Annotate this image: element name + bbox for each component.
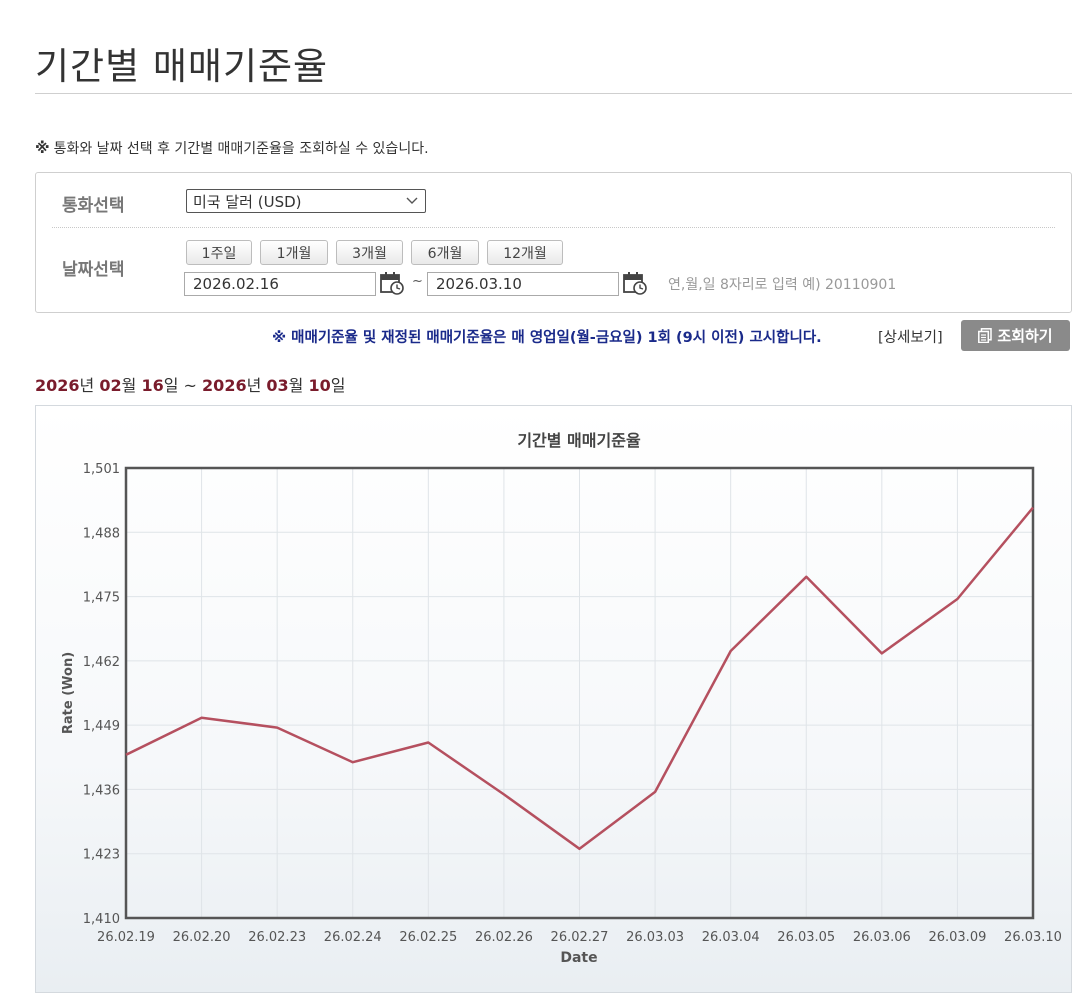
line-chart: 기간별 매매기준율 1,410 1,423 1,436 1,449 1,462 1,475… (61, 431, 1062, 966)
date-range-tilde: ~ (412, 274, 423, 289)
y-tick-label: 1,488 (83, 526, 120, 541)
range-month-unit: 월 (121, 376, 137, 395)
chevron-down-icon (406, 197, 418, 204)
announcement-text: ※ 매매기준율 및 재정된 매매기준율은 매 영업일(월-금요일) 1회 (9시… (272, 330, 822, 346)
x-tick-label: 26.03.03 (626, 930, 684, 945)
x-tick-label: 26.02.19 (97, 930, 155, 945)
y-tick-label: 1,475 (83, 591, 120, 606)
x-tick-label: 26.02.27 (551, 930, 609, 945)
period-12month-button[interactable]: 12개월 (487, 240, 563, 265)
calendar-icon[interactable] (379, 270, 405, 296)
title-divider (35, 93, 1072, 94)
x-tick-label: 26.02.24 (324, 930, 382, 945)
x-tick-label: 26.02.25 (399, 930, 457, 945)
y-tick-label: 1,423 (83, 848, 120, 863)
plot-frame (124, 466, 1035, 920)
x-tick-label: 26.02.23 (248, 930, 306, 945)
y-tick-label: 1,436 (83, 783, 120, 798)
range-start-year: 2026 (35, 376, 80, 395)
end-date-input[interactable]: 2026.03.10 (427, 272, 619, 296)
y-axis-label: Rate (Won) (61, 652, 76, 734)
y-tick-label: 1,501 (83, 462, 120, 477)
search-form: 통화선택 미국 달러 (USD) 날짜선택 1주일 1개월 3개월 6개월 12… (35, 172, 1072, 313)
date-format-hint: 연,월,일 8자리로 입력 예) 20110901 (668, 277, 897, 293)
range-month-unit: 월 (288, 376, 304, 395)
chart-container: 기간별 매매기준율 1,410 1,423 1,436 1,449 1,462 1,475… (35, 405, 1072, 993)
notice-text: ※ 통화와 날짜 선택 후 기간별 매매기준율을 조회하실 수 있습니다. (35, 138, 429, 158)
page-title: 기간별 매매기준율 (35, 45, 329, 88)
y-axis-ticks: 1,410 1,423 1,436 1,449 1,462 1,475 1,488 1,501 (83, 462, 120, 927)
currency-row (52, 173, 1055, 228)
series-line (125, 506, 1034, 851)
y-tick-label: 1,449 (83, 719, 120, 734)
range-day-unit: 일 (330, 376, 346, 395)
x-tick-label: 26.02.20 (173, 930, 231, 945)
y-tick-label: 1,462 (83, 655, 120, 670)
start-date-input[interactable]: 2026.02.16 (184, 272, 376, 296)
chart-grid (125, 467, 1034, 919)
notice-mark: ※ (35, 139, 50, 157)
x-axis-label: Date (560, 950, 597, 966)
detail-link[interactable]: [상세보기] (878, 330, 943, 346)
query-button[interactable]: 조회하기 (961, 320, 1070, 351)
period-3month-button[interactable]: 3개월 (336, 240, 403, 265)
range-separator: ~ (183, 376, 197, 395)
notice-body: 통화와 날짜 선택 후 기간별 매매기준율을 조회하실 수 있습니다. (53, 141, 429, 157)
currency-select[interactable]: 미국 달러 (USD) (186, 189, 426, 213)
period-1week-button[interactable]: 1주일 (186, 240, 252, 265)
date-label: 날짜선택 (62, 260, 125, 280)
range-year-unit: 년 (79, 376, 95, 395)
selected-range: 2026년 02월 16일 ~ 2026년 03월 10일 (35, 372, 346, 396)
query-button-label: 조회하기 (997, 327, 1053, 345)
x-tick-label: 26.02.26 (475, 930, 533, 945)
period-1month-button[interactable]: 1개월 (260, 240, 328, 265)
x-tick-label: 26.03.09 (928, 930, 986, 945)
range-year-unit: 년 (246, 376, 262, 395)
y-tick-label: 1,410 (83, 912, 120, 927)
document-icon (978, 328, 993, 343)
x-tick-label: 26.03.06 (853, 930, 911, 945)
range-day-unit: 일 (163, 376, 179, 395)
range-start-day: 16 (141, 376, 164, 395)
range-end-month: 03 (266, 376, 289, 395)
x-tick-label: 26.03.04 (702, 930, 760, 945)
range-end-year: 2026 (202, 376, 247, 395)
x-axis-ticks: 26.02.19 26.02.20 26.02.23 26.02.24 26.02.25… (97, 930, 1062, 945)
range-start-month: 02 (99, 376, 122, 395)
currency-select-value: 미국 달러 (USD) (193, 192, 302, 211)
period-6month-button[interactable]: 6개월 (411, 240, 479, 265)
chart-title: 기간별 매매기준율 (517, 431, 641, 450)
range-end-day: 10 (308, 376, 331, 395)
currency-label: 통화선택 (62, 196, 125, 216)
x-tick-label: 26.03.05 (777, 930, 835, 945)
calendar-icon[interactable] (622, 270, 648, 296)
x-tick-label: 26.03.10 (1004, 930, 1062, 945)
